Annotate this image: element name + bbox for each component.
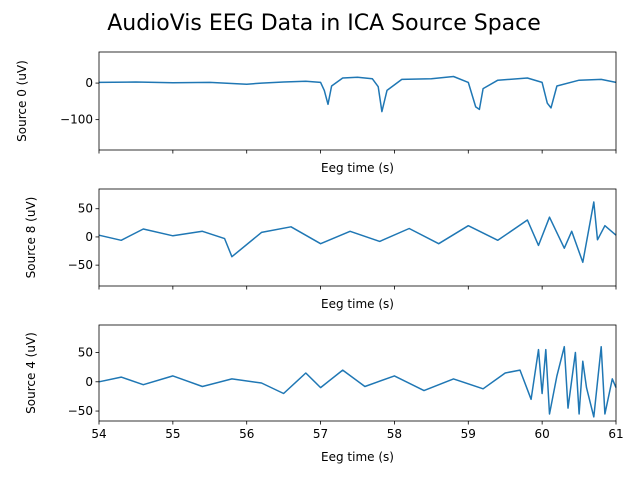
x-tick-label: 54 [91, 427, 106, 441]
y-tick-label: −50 [68, 258, 93, 272]
x-tick-label: 60 [535, 427, 550, 441]
panel-source-4: 50 0 −50 54 55 56 57 58 59 60 61 Eeg time (s) Source… [24, 324, 624, 464]
x-axis-label: Eeg time (s) [321, 450, 394, 464]
chart-panels: 0 −100 Eeg time (s) Source 0 (uV) 50 0 −50 Eeg … [15, 51, 624, 464]
axes-frame [98, 188, 617, 287]
y-axis-label: Source 4 (uV) [24, 332, 38, 414]
y-tick-label: −100 [60, 113, 93, 127]
y-tick-label: 50 [78, 346, 93, 360]
series-line-source-4 [98, 345, 617, 418]
series-line-source-8 [98, 201, 617, 264]
x-axis-label: Eeg time (s) [321, 297, 394, 311]
x-tick-label: 59 [461, 427, 476, 441]
panel-source-8: 50 0 −50 Eeg time (s) Source 8 (uV) [24, 188, 617, 311]
y-axis-label: Source 8 (uV) [24, 197, 38, 279]
x-tick-label: 56 [239, 427, 254, 441]
axes-frame [98, 51, 617, 151]
y-tick-label: 0 [85, 230, 93, 244]
x-axis-label: Eeg time (s) [321, 161, 394, 175]
y-axis-label: Source 0 (uV) [15, 60, 29, 142]
axes-frame [98, 324, 617, 422]
y-tick-label: 0 [85, 76, 93, 90]
series-line-source-0 [98, 75, 617, 113]
x-tick-label: 55 [165, 427, 180, 441]
panel-source-0: 0 −100 Eeg time (s) Source 0 (uV) [15, 51, 617, 175]
y-tick-label: 50 [78, 202, 93, 216]
x-tick-label: 58 [387, 427, 402, 441]
chart-title: AudioVis EEG Data in ICA Source Space [107, 11, 541, 36]
x-tick-label: 57 [313, 427, 328, 441]
x-tick-label: 61 [608, 427, 623, 441]
y-tick-label: 0 [85, 375, 93, 389]
y-tick-label: −50 [68, 404, 93, 418]
